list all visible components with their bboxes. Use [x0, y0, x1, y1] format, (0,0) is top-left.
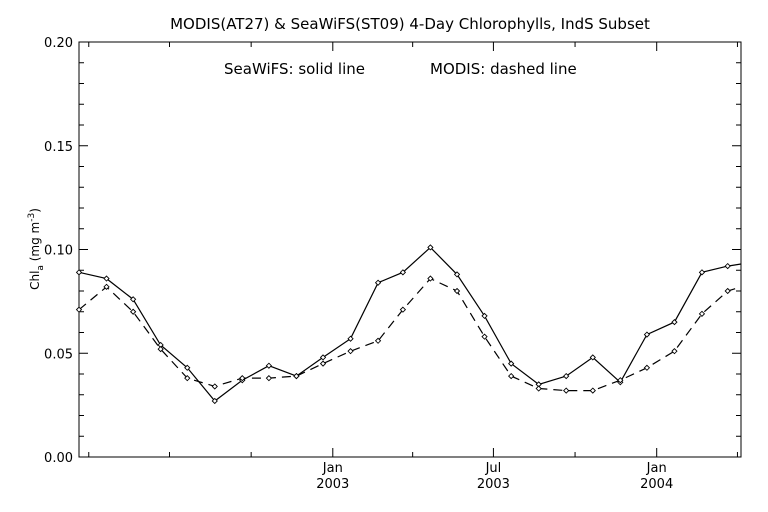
y-tick-label: 0.00: [44, 451, 73, 466]
y-axis-label-base: Chl: [28, 271, 42, 290]
modis-data-point: [535, 385, 542, 392]
x-tick-year-label: 2004: [640, 477, 673, 492]
seawifs-data-point: [671, 318, 678, 326]
y-axis-label-unit-open: (mg m: [28, 222, 42, 265]
seawifs-data-point: [453, 271, 461, 278]
modis-data-point: [293, 372, 300, 380]
modis-data-point: [508, 372, 515, 380]
chart-title: MODIS(AT27) & SeaWiFS(ST09) 4-Day Chloro…: [170, 15, 650, 33]
seawifs-data-point: [643, 331, 651, 338]
modis-data-point: [724, 287, 731, 295]
x-tick-month-label: Jan: [322, 461, 343, 476]
seawifs-annotation: SeaWiFS: solid line: [224, 60, 365, 78]
x-tick-month-label: Jan: [646, 461, 667, 476]
y-tick-label: 0.15: [44, 140, 73, 155]
y-axis-label-subscript: a: [36, 265, 46, 271]
seawifs-data-point: [508, 360, 515, 367]
seawifs-data-point: [698, 269, 706, 276]
modis-annotation: MODIS: dashed line: [430, 60, 577, 78]
modis-data-point: [347, 348, 354, 355]
seawifs-data-point: [103, 275, 110, 282]
seawifs-data-point: [399, 269, 407, 276]
modis-data-point: [211, 383, 218, 390]
modis-series-line: [78, 277, 742, 392]
seawifs-data-point: [129, 296, 137, 303]
y-tick-label: 0.10: [44, 244, 73, 259]
seawifs-data-point: [589, 354, 596, 361]
seawifs-data-point: [184, 364, 191, 371]
seawifs-data-point: [265, 362, 273, 369]
modis-data-point: [563, 387, 570, 394]
x-tick-year-label: 2003: [477, 477, 510, 492]
seawifs-data-point: [724, 262, 731, 270]
seawifs-data-point: [563, 372, 570, 380]
modis-data-point: [617, 377, 624, 384]
x-tick-month-label: Jul: [485, 461, 502, 476]
modis-data-point: [129, 308, 137, 315]
y-axis-label-superscript: -3: [27, 213, 37, 222]
modis-data-point: [374, 337, 382, 344]
seawifs-series-line: [78, 246, 742, 402]
y-axis-label: Chla (mg m-3): [27, 208, 46, 290]
modis-data-point: [265, 375, 273, 382]
seawifs-data-point: [319, 354, 327, 361]
x-axis-ticks: Jan2003Jul2003Jan2004Jul2004: [88, 42, 738, 492]
modis-data-point: [103, 283, 110, 290]
modis-data-point: [589, 387, 596, 394]
seawifs-data-point: [347, 335, 354, 342]
series-layer: [75, 244, 742, 405]
modis-data-point: [319, 360, 327, 367]
y-axis-label-unit-close: ): [28, 208, 42, 213]
y-tick-label: 0.20: [44, 36, 73, 51]
seawifs-data-point: [75, 269, 83, 276]
modis-data-point: [399, 306, 407, 313]
x-tick-year-label: 2003: [316, 477, 349, 492]
modis-data-point: [427, 275, 434, 282]
seawifs-data-point: [481, 312, 488, 320]
modis-data-point: [481, 333, 488, 340]
modis-data-point: [239, 375, 246, 382]
seawifs-data-point: [211, 397, 218, 405]
seawifs-data-point: [427, 244, 434, 251]
modis-data-point: [671, 348, 678, 355]
modis-data-point: [698, 310, 706, 317]
modis-data-point: [157, 345, 164, 353]
modis-data-point: [184, 375, 191, 382]
modis-data-point: [75, 306, 83, 313]
y-tick-label: 0.05: [44, 347, 73, 362]
seawifs-data-point: [374, 279, 382, 286]
modis-data-point: [643, 364, 651, 371]
modis-data-point: [453, 287, 461, 295]
